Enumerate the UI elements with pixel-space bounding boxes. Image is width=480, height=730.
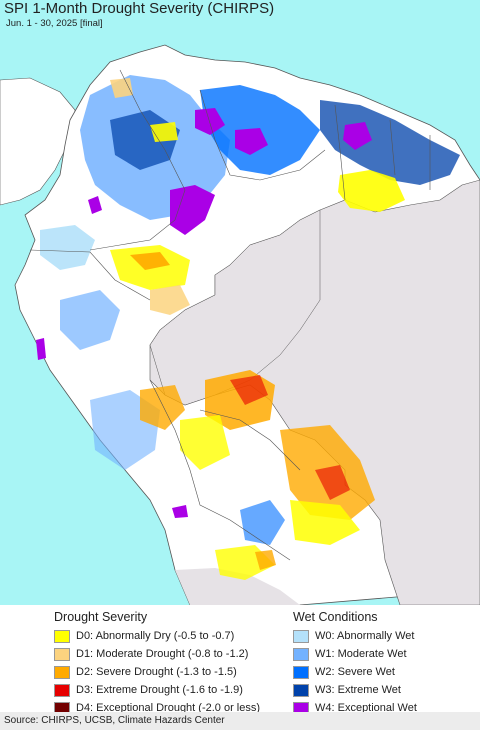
legend-item: D2: Severe Drought (-1.3 to -1.5) (54, 663, 260, 681)
map-title: SPI 1-Month Drought Severity (CHIRPS) (4, 0, 275, 17)
legend-label: W2: Severe Wet (315, 666, 395, 678)
legend-swatch (293, 665, 309, 679)
wet-legend: Wet Conditions W0: Abnormally Wet W1: Mo… (293, 610, 417, 717)
legend-swatch (54, 647, 70, 661)
legend-item: D4: Exceptional Drought (-2.0 or less) (54, 699, 260, 717)
legend-swatch (293, 629, 309, 643)
wet-legend-heading: Wet Conditions (293, 610, 378, 624)
outside-region-south (175, 568, 300, 605)
legend-swatch (293, 683, 309, 697)
dry-regions (110, 78, 405, 580)
legend-label: D1: Moderate Drought (-0.8 to -1.2) (76, 648, 249, 660)
legend-item: W3: Extreme Wet (293, 681, 417, 699)
legend-label: W4: Exceptional Wet (315, 702, 417, 714)
legend-swatch (54, 665, 70, 679)
country-borders (29, 69, 431, 561)
legend-label: D0: Abnormally Dry (-0.5 to -0.7) (76, 630, 235, 642)
map-subtitle: Jun. 1 - 30, 2025 [final] (6, 18, 103, 29)
legend-item: D1: Moderate Drought (-0.8 to -1.2) (54, 645, 260, 663)
legend-label: W0: Abnormally Wet (315, 630, 415, 642)
legend-item: W1: Moderate Wet (293, 645, 417, 663)
legend-item: W2: Severe Wet (293, 663, 417, 681)
legend-item: W0: Abnormally Wet (293, 627, 417, 645)
legend-swatch (54, 629, 70, 643)
drought-legend: Drought Severity D0: Abnormally Dry (-0.… (54, 610, 260, 717)
legend-swatch (54, 683, 70, 697)
legend-label: D3: Extreme Drought (-1.6 to -1.9) (76, 684, 243, 696)
central-america-land (0, 77, 76, 206)
legend-label: W3: Extreme Wet (315, 684, 401, 696)
drought-legend-heading: Drought Severity (54, 610, 148, 624)
legend-swatch (293, 647, 309, 661)
legend-label: W1: Moderate Wet (315, 648, 407, 660)
legend-item: D0: Abnormally Dry (-0.5 to -0.7) (54, 627, 260, 645)
legend-label: D2: Severe Drought (-1.3 to -1.5) (76, 666, 237, 678)
source-credit: Source: CHIRPS, UCSB, Climate Hazards Ce… (0, 712, 480, 730)
wet-regions (36, 75, 460, 545)
legend-item: W4: Exceptional Wet (293, 699, 417, 717)
drought-map (0, 0, 480, 605)
legend-item: D3: Extreme Drought (-1.6 to -1.9) (54, 681, 260, 699)
legend-label: D4: Exceptional Drought (-2.0 or less) (76, 702, 261, 714)
